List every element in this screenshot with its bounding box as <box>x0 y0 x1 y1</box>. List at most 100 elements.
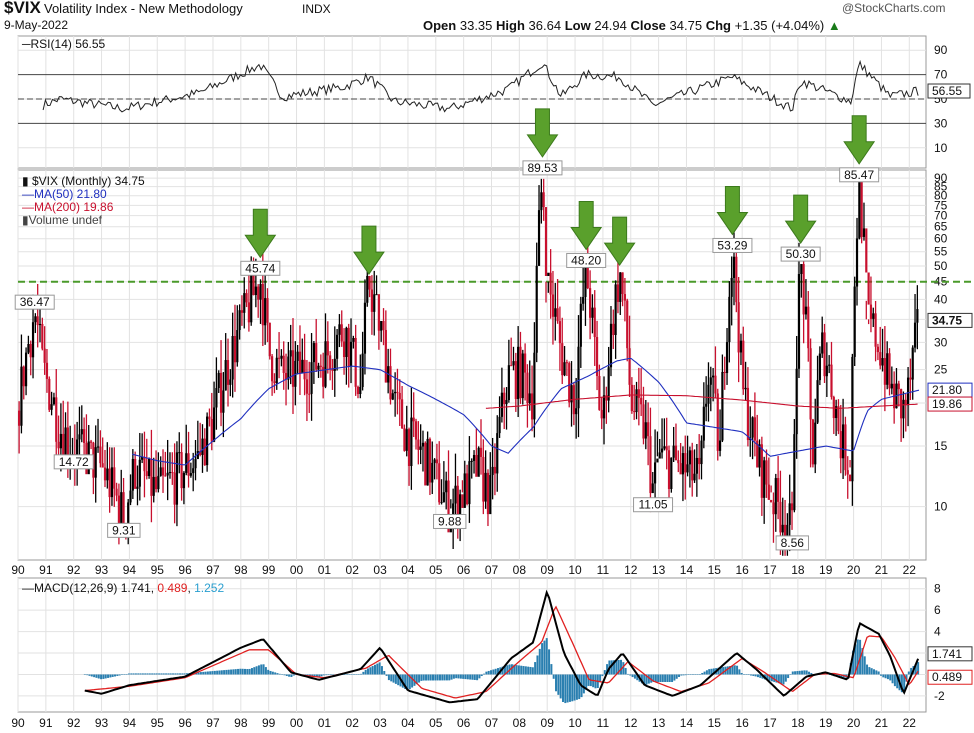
candle-body <box>410 417 413 466</box>
candle-body <box>231 336 234 380</box>
candle-body <box>600 409 603 419</box>
macd-value: 1.741 <box>120 581 151 595</box>
candle-body <box>681 453 685 475</box>
open-label: Open <box>423 18 457 33</box>
macd-histogram-bar <box>810 672 813 675</box>
macd-histogram-bar <box>102 674 105 679</box>
candle-body <box>224 360 227 391</box>
candle-body <box>563 362 566 376</box>
macd-histogram-bar <box>385 674 388 676</box>
candle-body <box>739 340 743 353</box>
candle-body <box>182 472 186 489</box>
price-tick-label: 15 <box>934 439 948 453</box>
macd-histogram-bar <box>276 673 279 675</box>
macd-histogram-bar <box>808 671 811 675</box>
candle-body <box>41 323 44 349</box>
candle-body <box>222 390 225 413</box>
macd-histogram-bar <box>139 673 142 675</box>
candle-body <box>514 361 517 400</box>
down-arrow-icon <box>244 208 277 259</box>
candle-body <box>598 376 601 410</box>
candle-body <box>454 485 457 504</box>
macd-histogram-bar <box>378 662 381 675</box>
low-label: Low <box>564 18 591 33</box>
candle-body <box>728 296 731 343</box>
macd-histogram-bar <box>364 669 367 675</box>
macd-histogram-bar <box>151 673 154 675</box>
macd-histogram-bar <box>411 674 414 688</box>
macd-histogram-bar <box>292 674 295 676</box>
macd-histogram-bar <box>257 665 260 675</box>
x-tick-label: 18 <box>791 563 805 577</box>
rsi-tick-label: 90 <box>934 43 948 57</box>
candle-body <box>196 451 199 460</box>
candle-body <box>103 467 107 481</box>
macd-histogram-bar <box>582 674 585 694</box>
down-arrow-shape <box>352 225 385 275</box>
macd-histogram-bar <box>515 665 518 675</box>
down-arrow-icon <box>526 108 559 158</box>
macd-histogram-bar <box>418 674 421 683</box>
candle-body <box>338 324 341 335</box>
candle-body <box>684 453 687 473</box>
macd-histogram-bar <box>550 664 553 675</box>
ma50-last: 21.80 <box>932 383 962 397</box>
candle-body <box>405 429 408 451</box>
candle-body <box>493 466 497 474</box>
value-callout-label: 50.30 <box>786 247 816 261</box>
x-tick-label: 13 <box>652 563 666 577</box>
candle-body <box>486 472 490 515</box>
candle-body <box>398 392 401 400</box>
macd-histogram-bar <box>216 670 219 675</box>
candle-body <box>716 393 719 451</box>
candle-body <box>219 372 223 413</box>
macd-histogram-bar <box>587 674 590 686</box>
x-tick-label: 10 <box>568 563 582 577</box>
candle-body <box>561 343 564 376</box>
macd-histogram-bar <box>712 668 715 675</box>
candle-body <box>649 436 652 494</box>
candle-body <box>426 438 429 486</box>
macd-histogram-bar <box>659 674 662 682</box>
macd-histogram-bar <box>573 674 576 701</box>
x-tick-label: 92 <box>67 563 81 577</box>
legend-volume: ▮Volume undef <box>22 214 145 227</box>
down-arrow-shape <box>570 200 603 251</box>
macd-histogram-bar <box>726 666 729 675</box>
candle-body <box>558 321 562 344</box>
candle-body <box>489 475 492 515</box>
macd-histogram-bar <box>308 674 311 676</box>
macd-signal-line <box>84 605 919 699</box>
macd-histogram-bar <box>239 668 242 675</box>
price-tick-label: 65 <box>934 220 948 234</box>
macd-histogram-bar <box>840 674 843 678</box>
macd-histogram-bar <box>220 670 223 675</box>
candle-body <box>157 475 160 490</box>
instrument-name: Volatility Index - New Methodology <box>44 1 243 16</box>
candle-body <box>463 473 466 508</box>
candle-body <box>55 397 58 442</box>
macd-histogram-bar <box>281 674 284 675</box>
candle-body <box>653 462 657 484</box>
candle-body <box>644 422 647 439</box>
candle-body <box>667 450 671 490</box>
macd-histogram-bar <box>917 662 920 675</box>
macd-histogram-bar <box>743 674 746 675</box>
candle-body <box>867 272 870 305</box>
candle-body <box>465 473 469 505</box>
candle-body <box>746 387 750 441</box>
macd-histogram-bar <box>306 674 309 676</box>
x-tick-label: 14 <box>680 563 694 577</box>
candle-body <box>143 456 146 472</box>
candle-body <box>869 304 873 319</box>
candle-body <box>45 362 49 379</box>
candle-body <box>586 259 589 289</box>
candle-body <box>66 427 69 457</box>
candle-body <box>99 446 102 464</box>
panel-0 <box>17 35 927 169</box>
candle-body <box>756 440 759 468</box>
candle-body <box>846 470 849 475</box>
x-tick-label: 98 <box>234 563 248 577</box>
candle-body <box>240 310 244 313</box>
macd-histogram-bar <box>557 674 560 695</box>
